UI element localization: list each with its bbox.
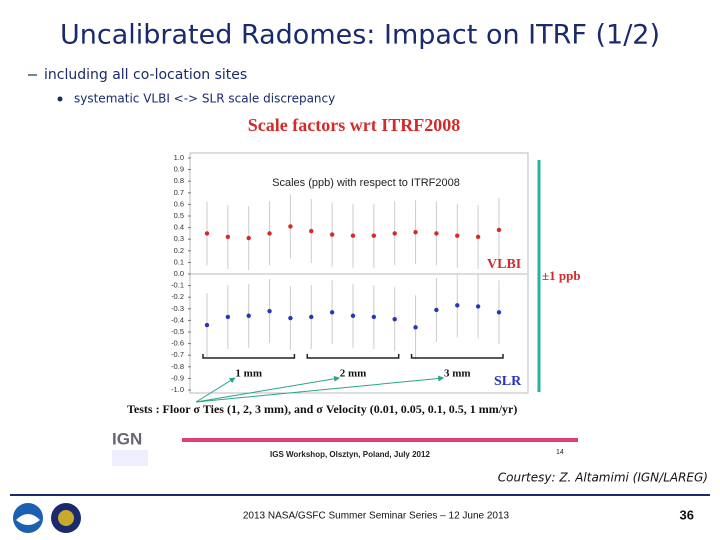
point xyxy=(246,313,251,318)
point xyxy=(288,315,293,321)
point xyxy=(329,310,335,315)
y-tick-label: 1.0 xyxy=(174,153,184,162)
courtesy: Courtesy: Z. Altamimi (IGN/LAREG) xyxy=(498,471,708,485)
group-arrow xyxy=(195,375,445,403)
group-arrow xyxy=(195,375,340,403)
y-tick-label: 0.5 xyxy=(174,211,184,220)
y-tick-label: -0.4 xyxy=(171,315,184,324)
point xyxy=(204,322,210,328)
slide-title: Uncalibrated Radomes: Impact on ITRF (1/… xyxy=(60,20,660,51)
chart-subtitle: Scales (ppb) with respect to ITRF2008 xyxy=(272,177,460,189)
y-tick-label: -0.5 xyxy=(171,327,184,336)
point xyxy=(455,233,460,238)
y-tick-label: 0.4 xyxy=(174,223,184,232)
point xyxy=(225,314,231,320)
point xyxy=(455,303,460,308)
inner-page: 14 xyxy=(556,449,564,456)
group-bracket xyxy=(410,354,504,359)
point xyxy=(329,232,335,237)
y-tick-label: 0.9 xyxy=(174,165,184,174)
plot-frame xyxy=(189,152,529,394)
workshop: IGS Workshop, Olsztyn, Poland, July 2012 xyxy=(270,450,430,459)
y-tick-label: 0.0 xyxy=(174,269,184,278)
group-arrow xyxy=(195,377,236,403)
point xyxy=(496,227,502,233)
y-tick-label: 0.1 xyxy=(174,257,184,266)
point xyxy=(309,314,314,320)
y-tick-label: -0.9 xyxy=(171,373,184,382)
sub-bullet: systematic VLBI <-> SLR scale discrepanc… xyxy=(74,92,335,106)
point xyxy=(309,228,314,234)
point xyxy=(496,310,502,315)
point xyxy=(475,304,481,309)
chart-title: Scale factors wrt ITRF2008 xyxy=(248,115,460,135)
ngs-logo-mark xyxy=(58,510,74,526)
point xyxy=(434,307,439,313)
point xyxy=(225,234,231,240)
y-tick-label: -0.2 xyxy=(171,292,184,301)
group-bracket xyxy=(306,354,400,359)
point xyxy=(288,224,293,229)
y-tick-label: 0.6 xyxy=(174,199,184,208)
page-number: 36 xyxy=(680,507,694,522)
y-tick-label: 0.8 xyxy=(174,176,184,185)
footer: 2013 NASA/GSFC Summer Seminar Series – 1… xyxy=(243,511,510,522)
point xyxy=(392,231,397,236)
dot-bullet xyxy=(57,96,63,102)
point xyxy=(204,231,210,236)
point xyxy=(434,231,439,236)
y-tick-label: -0.6 xyxy=(171,339,184,348)
point xyxy=(350,233,356,238)
ign-logo-box xyxy=(112,450,148,466)
noaa-logo-mark xyxy=(16,514,40,525)
point xyxy=(371,233,377,238)
y-tick-label: -0.7 xyxy=(171,350,184,359)
point xyxy=(413,230,418,235)
group-label: 1 mm xyxy=(235,368,262,380)
point xyxy=(475,234,481,240)
y-tick-label: 0.2 xyxy=(174,246,184,255)
range-label: ±1 ppb xyxy=(542,268,581,283)
point xyxy=(267,308,272,314)
y-tick-label: 0.3 xyxy=(174,234,184,243)
y-tick-label: -0.3 xyxy=(171,304,184,313)
y-tick-label: 0.7 xyxy=(174,188,184,197)
point xyxy=(392,317,397,322)
ign-logo: IGN xyxy=(112,429,142,448)
group-label: 2 mm xyxy=(340,368,367,380)
y-tick-label: -1.0 xyxy=(171,385,184,394)
point xyxy=(246,235,251,241)
y-tick-label: -0.8 xyxy=(171,362,184,371)
tests-note: Tests : Floor σ Ties (1, 2, 3 mm), and σ… xyxy=(127,402,517,416)
legend-label: VLBI xyxy=(487,257,521,272)
group-label: 3 mm xyxy=(444,368,471,380)
legend-label: SLR xyxy=(494,374,522,389)
point xyxy=(371,314,377,320)
point xyxy=(350,313,356,318)
bullet: including all co-location sites xyxy=(44,67,247,83)
point xyxy=(267,231,272,236)
y-tick-label: -0.1 xyxy=(171,281,184,290)
group-bracket xyxy=(202,354,296,359)
point xyxy=(413,325,418,330)
